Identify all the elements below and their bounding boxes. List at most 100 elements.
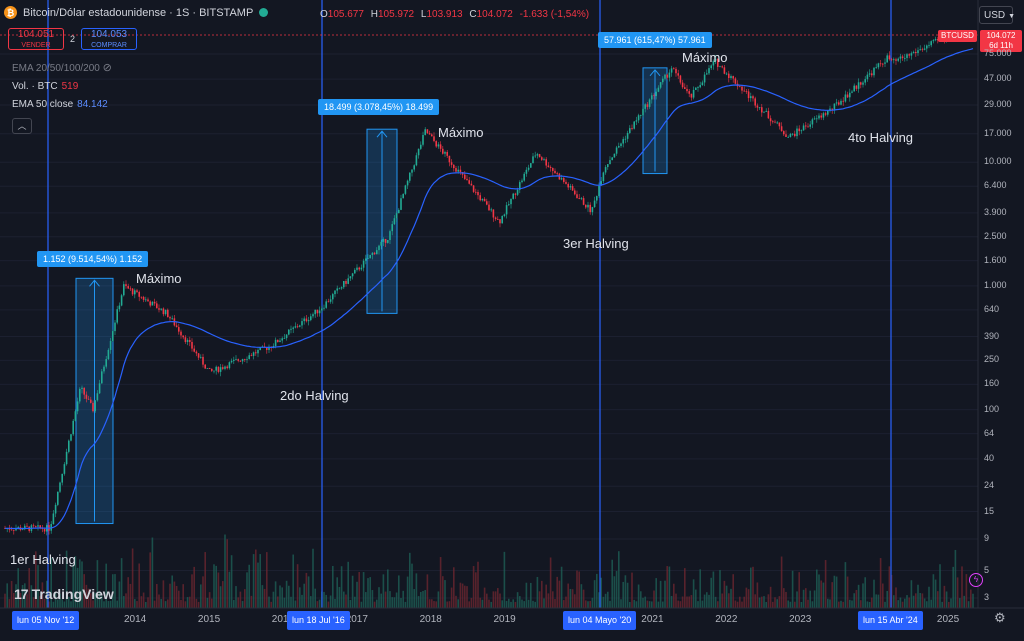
candle-body [43,528,46,532]
indicator-volume[interactable]: Vol. · BTC 519 [12,81,78,92]
candle-body [195,351,198,354]
volume-bar [868,601,871,608]
volume-bar [930,599,932,608]
candle-body [831,108,833,110]
volume-bar [563,600,565,608]
alert-bolt-icon[interactable]: ϟ [969,573,983,587]
volume-bar [558,580,561,608]
candle-body [411,169,413,173]
candle-body [732,76,734,79]
eye-off-icon[interactable]: ⊘ [102,62,112,74]
candle-body [615,147,618,154]
volume-bar [206,597,209,608]
volume-bar [717,601,719,608]
candle-body [796,128,798,137]
ohlc-high: 105.972 [377,9,415,20]
volume-bar [657,601,660,608]
symbol-title[interactable]: Bitcoin/Dólar estadounidense · 1S · BITS… [23,6,254,19]
volume-bar [530,582,532,608]
candle-body [435,141,437,147]
candle-body [589,204,591,213]
sell-button[interactable]: 104.051 VENDER [8,28,64,50]
buy-button[interactable]: 104.053 COMPRAR [81,28,138,50]
indicator-ema-multi[interactable]: EMA 20/50/100/200 ⊘ [12,61,112,74]
volume-bar [796,591,798,608]
volume-bar [202,576,204,608]
gear-icon[interactable]: ⚙ [994,610,1006,625]
volume-bar [516,592,519,608]
candle-body [750,96,752,99]
candle-body [428,133,431,135]
volume-bar [879,558,882,608]
candle-body [114,322,116,332]
volume-bar [464,585,466,608]
volume-bar [615,570,618,608]
candle-body [937,39,939,41]
candle-body [127,286,129,289]
candle-body [813,118,816,120]
candle-body [576,194,578,199]
candle-body [633,121,635,129]
collapse-legend-button[interactable]: ︿ [12,118,32,134]
candle-body [50,524,52,531]
candle-body [191,341,193,349]
currency-select[interactable]: USD ▼ [979,6,1015,24]
volume-bar [613,576,616,608]
volume-bar [65,550,68,608]
volume-bar [208,592,211,608]
candle-body [899,56,902,59]
candle-body [734,78,737,84]
volume-bar [173,581,176,608]
candle-body [98,383,101,394]
candle-body [820,115,822,118]
candle-body [679,75,682,83]
candle-body [602,172,605,182]
candle-body [180,331,182,336]
candle-body [446,151,448,156]
volume-bar [734,600,737,608]
candle-body [336,288,338,291]
candle-body [292,327,294,329]
volume-bar [35,551,37,608]
volume-bar [607,591,609,608]
candle-body [547,165,550,168]
buy-label: COMPRAR [91,42,127,49]
volume-bar [343,591,345,608]
volume-bar [184,601,187,608]
volume-bar [642,597,644,608]
volume-bar [626,582,629,608]
volume-bar [446,601,448,608]
volume-bar [228,571,231,608]
candle-body [923,48,926,50]
volume-bar [235,586,237,608]
tradingview-logo[interactable]: 17 TradingView [14,586,114,602]
candle-body [147,299,149,302]
candle-body [217,366,220,372]
volume-bar [294,600,297,608]
volume-bar [776,599,778,608]
candle-body [904,57,906,59]
candle-body [142,296,145,300]
candle-body [68,440,70,452]
candle-body [369,255,371,259]
market-status-icon[interactable] [259,8,269,17]
volume-bar [428,599,431,608]
candle-body [395,213,398,219]
volume-bar [360,601,363,608]
volume-bar [556,576,558,608]
volume-bar [92,600,94,608]
volume-bar [303,583,305,608]
volume-bar [329,595,332,608]
candle-body [101,371,103,384]
volume-bar [248,564,250,608]
candle-body [613,153,616,158]
candle-body [325,301,327,308]
candle-body [747,91,750,99]
candle-body [268,346,270,350]
indicator-ema50[interactable]: EMA 50 close 84.142 [12,99,108,110]
volume-bar [426,574,429,608]
volume-bar [805,588,807,608]
volume-bar [15,584,17,608]
candle-body [846,94,849,98]
